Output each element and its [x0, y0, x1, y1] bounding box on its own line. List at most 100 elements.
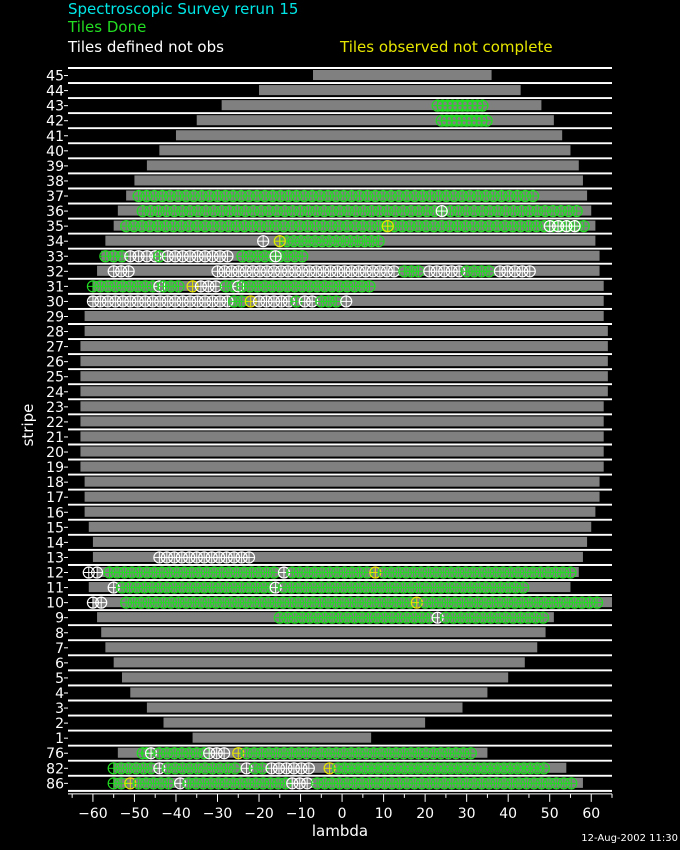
stripe-band: [101, 627, 546, 638]
stripe-band: [80, 446, 604, 457]
stripe-separator: [68, 247, 612, 250]
stripe-separator: [68, 774, 612, 777]
stripe-band: [88, 582, 571, 593]
stripe-separator: [68, 262, 612, 265]
stripe-label: 26: [46, 355, 64, 371]
stripe-label: 3: [55, 701, 64, 717]
stripe-label: 4: [55, 686, 64, 702]
stripe-label: 13: [46, 550, 64, 566]
stripe-separator: [68, 443, 612, 446]
stripe-label: 43: [46, 99, 64, 115]
tile-marker-done: [172, 280, 185, 293]
tile-marker-defined-not-obs: [221, 250, 234, 263]
stripe-label: 32: [46, 264, 64, 280]
stripe-band: [80, 386, 608, 397]
stripe-band: [80, 401, 604, 412]
stripe-label: 24: [46, 385, 64, 401]
stripe-band: [130, 687, 488, 698]
stripe-tick-labels: 4544434241403938373635343332313029282726…: [46, 69, 68, 792]
tile-marker-done: [330, 295, 343, 308]
stripe-separator: [68, 473, 612, 476]
tile-marker-defined-not-obs: [568, 220, 581, 233]
tile-marker-defined-not-obs: [523, 265, 536, 278]
stripe-band: [80, 371, 608, 382]
stripe-band: [113, 657, 525, 668]
stripe-separator: [68, 488, 612, 491]
tile-marker-defined-not-obs: [122, 265, 135, 278]
x-tick-label: 50: [541, 806, 559, 822]
stripe-separator: [68, 112, 612, 115]
stripe-separator: [68, 548, 612, 551]
stripe-label: 14: [46, 535, 64, 551]
stripe-separator: [68, 563, 612, 566]
stripe-separator: [68, 428, 612, 431]
stripe-separator: [68, 157, 612, 160]
stripe-band: [105, 642, 538, 653]
stripe-label: 31: [46, 279, 64, 295]
stripe-band: [97, 612, 554, 623]
stripe-band: [163, 717, 426, 728]
x-axis: −60 −50 −40 −30 −20 −10 0 10 20 30 40 50 60: [68, 793, 613, 822]
tile-marker-done: [565, 777, 578, 790]
stripe-band: [134, 175, 583, 186]
stripe-separator: [68, 67, 612, 69]
stripe-separator: [68, 714, 612, 717]
tile-marker-done: [526, 189, 540, 203]
stripe-band: [146, 160, 579, 171]
stripe-band: [80, 341, 608, 352]
stripe-separator: [68, 669, 612, 672]
stripe-band: [175, 130, 563, 141]
tile-marker-done: [536, 611, 550, 624]
legend-tiles-done: Tiles Done: [67, 18, 146, 36]
stripe-separator: [68, 699, 612, 702]
stripe-separator: [68, 292, 612, 295]
tile-marker-done: [267, 566, 281, 579]
stripe-label: 1: [55, 731, 64, 747]
stripe-band: [84, 491, 600, 502]
stripe-separator: [68, 579, 612, 582]
x-tick-label: −60: [78, 806, 108, 822]
legend-tiles-observed-not-complete: Tiles observed not complete: [339, 38, 553, 56]
stripe-band: [146, 702, 463, 713]
stripe-bands: [68, 67, 613, 792]
stripe-separator: [68, 307, 612, 310]
tile-marker-done: [476, 99, 489, 112]
tile-marker-defined-not-obs: [301, 777, 314, 790]
stripe-separator: [68, 639, 612, 642]
stripe-separator: [68, 594, 612, 597]
stripe-label: 29: [46, 309, 64, 325]
stripe-label: 41: [46, 129, 64, 145]
stripe-label: 35: [46, 219, 64, 235]
stripe-label: 17: [46, 490, 64, 506]
stripe-label: 18: [46, 475, 64, 491]
tile-marker-observed-not-complete: [381, 220, 394, 233]
stripe-label: 11: [46, 581, 64, 597]
tile-marker-done: [482, 265, 496, 278]
stripe-label: 9: [55, 611, 64, 627]
stripe-label: 20: [46, 445, 64, 461]
tile-marker-defined-not-obs: [269, 250, 282, 263]
stripe-band: [84, 326, 608, 337]
stripe-label: 19: [46, 460, 64, 476]
stripe-separator: [68, 368, 612, 371]
stripe-label: 34: [46, 234, 64, 250]
stripe-band: [192, 732, 372, 743]
tile-marker-defined-not-obs: [218, 747, 231, 760]
stripe-separator: [68, 142, 612, 145]
stripe-band: [84, 476, 600, 487]
stripe-band: [80, 356, 608, 367]
stripe-label: 15: [46, 520, 64, 536]
stripe-separator: [68, 624, 612, 627]
stripe-band: [80, 461, 604, 472]
stripe-band: [159, 145, 571, 156]
tile-marker-done: [372, 235, 385, 248]
stripe-label: 22: [46, 415, 64, 431]
tile-marker-done: [228, 762, 242, 775]
stripe-separator: [68, 187, 612, 190]
stripe-separator: [68, 217, 612, 220]
x-tick-label: 40: [499, 806, 517, 822]
x-tick-label: 60: [582, 806, 600, 822]
stripe-band: [88, 521, 592, 532]
x-tick-label: 30: [458, 806, 476, 822]
